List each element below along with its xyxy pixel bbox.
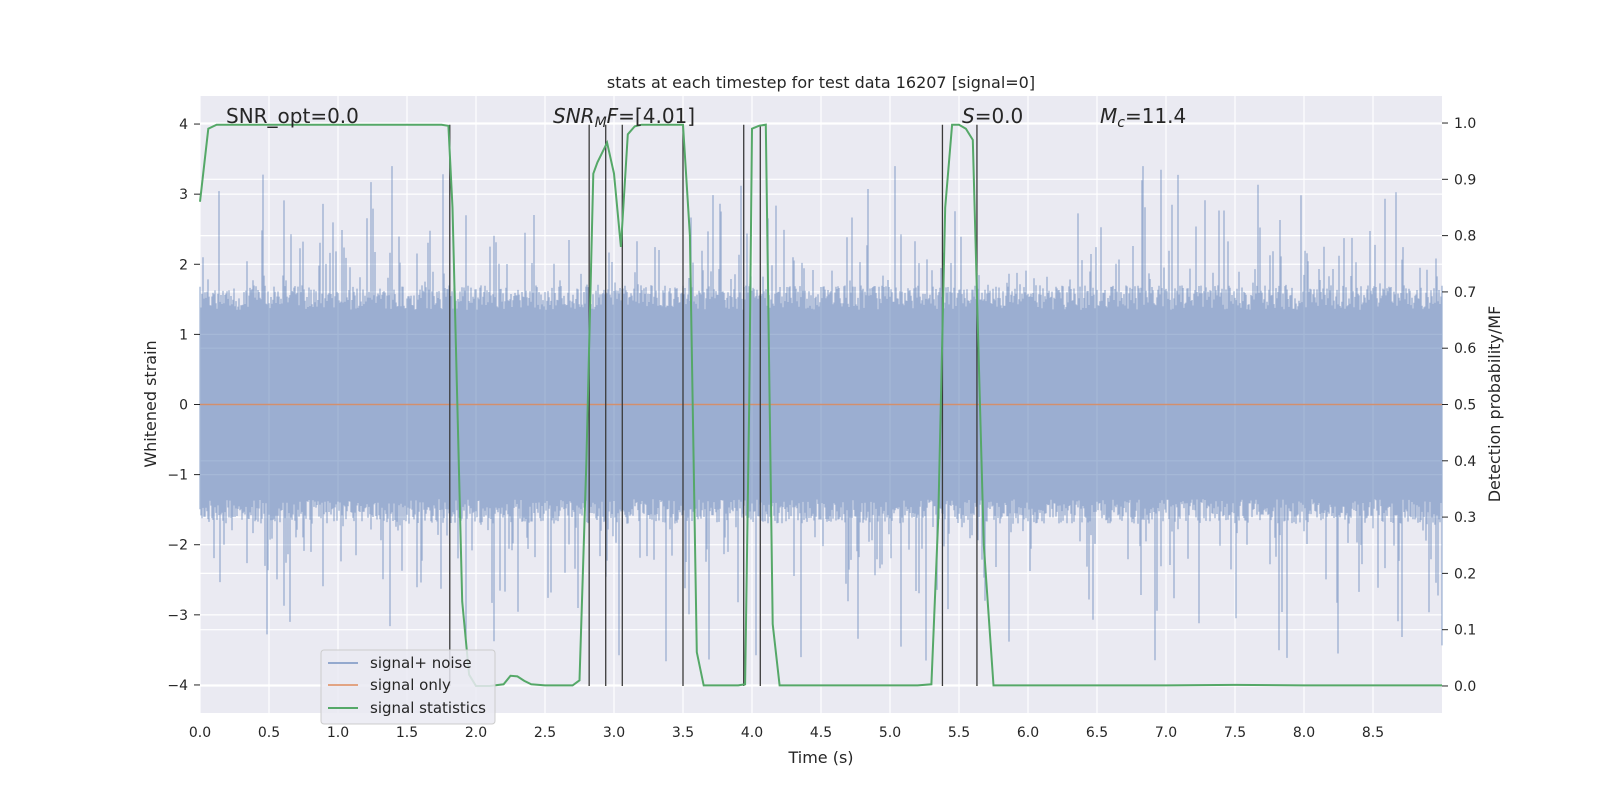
y-tick-label: 4 [179,117,188,133]
y-tick-label: −1 [167,468,188,484]
y2-tick-label: 1.0 [1454,116,1476,132]
y2-tick-label: 0.5 [1454,398,1476,414]
annotation-part: M [595,115,607,131]
y2-tick-label: 0.7 [1454,285,1476,301]
x-tick-label: 2.5 [534,725,556,741]
x-tick-label: 3.5 [672,725,694,741]
annotation-part: S [962,104,975,128]
x-tick-label: 4.0 [741,725,763,741]
annotation-part: =0.0 [975,104,1024,128]
y-tick-label: −2 [167,538,188,554]
y2-tick-label: 0.9 [1454,172,1476,188]
y-tick-label: 3 [179,187,188,203]
x-tick-label: 1.5 [396,725,418,741]
x-tick-label: 8.0 [1293,725,1315,741]
annotation-part: =[4.01] [618,104,695,128]
x-tick-label: 0.5 [258,725,280,741]
legend-label-signal: signal only [370,676,451,694]
legend-box [320,649,496,725]
x-tick-label: 1.0 [327,725,349,741]
stat-annotation: SNR_opt=0.0 [226,104,359,128]
x-tick-label: 3.0 [603,725,625,741]
y2-tick-label: 0.0 [1454,679,1476,695]
x-tick-label: 7.0 [1155,725,1177,741]
annotation-part: SNR_opt=0.0 [226,104,359,128]
detection-markers [449,124,978,686]
legend-label-noise: signal+ noise [370,654,472,672]
y2-tick-label: 0.2 [1454,566,1476,582]
y-tick-label: −4 [167,678,188,694]
annotation-part: F [607,104,619,128]
y2-tick-label: 0.3 [1454,510,1476,526]
noise-trace [199,166,1443,662]
x-tick-label: 7.5 [1224,725,1246,741]
y-tick-label: 1 [179,327,188,343]
ticks: 0.0 0.5 1.0 1.5 2.0 2.5 3.0 3.5 4.0 4.5 5.0 5.5 6.0 6… [167,116,1476,741]
annotations: SNR_opt=0.0 SNRMF=[4.01] S=0.0 Mc=11.4 [226,104,1186,131]
annotation-part: SNR [553,104,595,128]
x-tick-label: 5.5 [948,725,970,741]
y2-tick-label: 0.1 [1454,623,1476,639]
y2-tick-label: 0.4 [1454,454,1476,470]
x-axis-title: Time (s) [787,748,853,767]
x-tick-label: 4.5 [810,725,832,741]
annotation-part: M [1100,104,1117,128]
y2-axis-title: Detection probability/MF [1485,306,1504,503]
y2-tick-label: 0.8 [1454,229,1476,245]
x-tick-label: 2.0 [465,725,487,741]
chart-title: stats at each timestep for test data 162… [607,73,1035,92]
x-tick-label: 6.5 [1086,725,1108,741]
annotation-part: c [1117,115,1125,131]
legend: signal+ noise signal only signal statist… [320,649,496,725]
y-tick-label: 0 [179,398,188,414]
x-tick-label: 8.5 [1362,725,1384,741]
stat-annotation: SNRMF=[4.01] [553,104,695,131]
stat-annotation: S=0.0 [962,104,1023,128]
x-tick-label: 6.0 [1017,725,1039,741]
stat-annotation: Mc=11.4 [1100,104,1186,131]
noise-series [199,166,1443,662]
y-tick-label: 2 [179,257,188,273]
y-axis-title: Whitened strain [141,340,160,467]
y2-tick-label: 0.6 [1454,341,1476,357]
x-tick-label: 5.0 [879,725,901,741]
y-tick-label: −3 [167,608,188,624]
annotation-part: =11.4 [1125,104,1186,128]
x-tick-label: 0.0 [189,725,211,741]
legend-label-stats: signal statistics [370,699,486,717]
